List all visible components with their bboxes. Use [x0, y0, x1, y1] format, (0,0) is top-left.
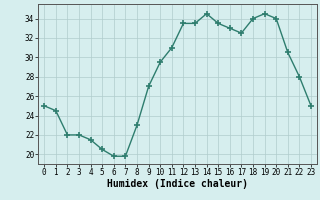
X-axis label: Humidex (Indice chaleur): Humidex (Indice chaleur)	[107, 179, 248, 189]
